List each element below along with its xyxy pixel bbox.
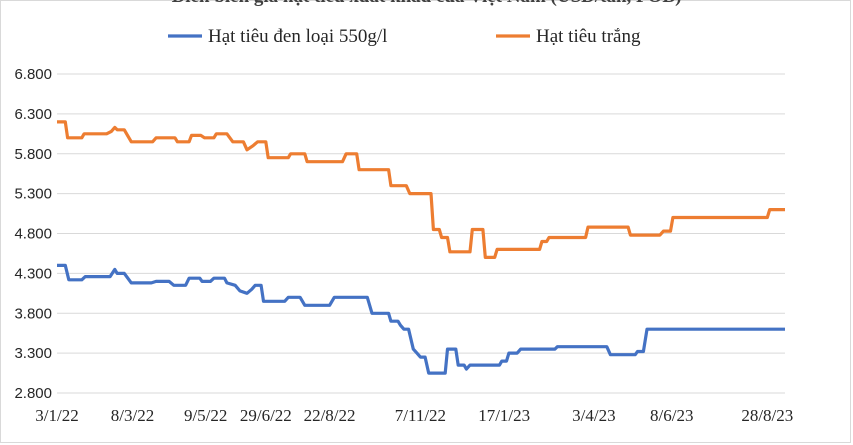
y-axis-ticks: 2.800 3.300 3.800 4.300 4.800 5.300 5.800 6.300… bbox=[14, 66, 52, 402]
y-tick-label: 6.300 bbox=[14, 106, 52, 123]
series-line-white-pepper bbox=[57, 120, 785, 259]
x-tick-label: 28/8/23 bbox=[741, 406, 793, 425]
series-lines bbox=[57, 120, 785, 375]
x-tick-label: 29/6/22 bbox=[240, 406, 292, 425]
y-tick-label: 5.300 bbox=[14, 186, 52, 203]
legend-label: Hạt tiêu đen loại 550g/l bbox=[208, 26, 387, 47]
x-tick-label: 9/5/22 bbox=[184, 406, 227, 425]
y-tick-label: 2.800 bbox=[14, 385, 52, 402]
legend: Hạt tiêu đen loại 550g/l Hạt tiêu trắng bbox=[168, 26, 641, 47]
y-tick-label: 4.300 bbox=[14, 265, 52, 282]
y-tick-label: 6.800 bbox=[14, 66, 52, 83]
series-line-black-pepper bbox=[57, 263, 785, 375]
x-tick-label: 7/11/22 bbox=[395, 406, 446, 425]
x-tick-label: 8/6/23 bbox=[650, 406, 693, 425]
x-tick-label: 8/3/22 bbox=[111, 406, 154, 425]
legend-label: Hạt tiêu trắng bbox=[536, 26, 641, 47]
gridlines bbox=[57, 73, 785, 394]
y-tick-label: 3.800 bbox=[14, 305, 52, 322]
x-tick-label: 3/1/22 bbox=[35, 406, 78, 425]
y-tick-label: 4.800 bbox=[14, 226, 52, 243]
x-tick-label: 22/8/22 bbox=[304, 406, 356, 425]
y-tick-label: 5.800 bbox=[14, 146, 52, 163]
x-tick-label: 17/1/23 bbox=[478, 406, 530, 425]
x-axis-ticks: 3/1/22 8/3/22 9/5/22 29/6/22 22/8/22 7/11/22 1… bbox=[35, 406, 793, 425]
y-tick-label: 3.300 bbox=[14, 345, 52, 362]
x-tick-label: 3/4/23 bbox=[572, 406, 615, 425]
chart-title-clipped: Diễn biến giá hạt tiêu xuất khẩu của Việ… bbox=[0, 0, 853, 7]
